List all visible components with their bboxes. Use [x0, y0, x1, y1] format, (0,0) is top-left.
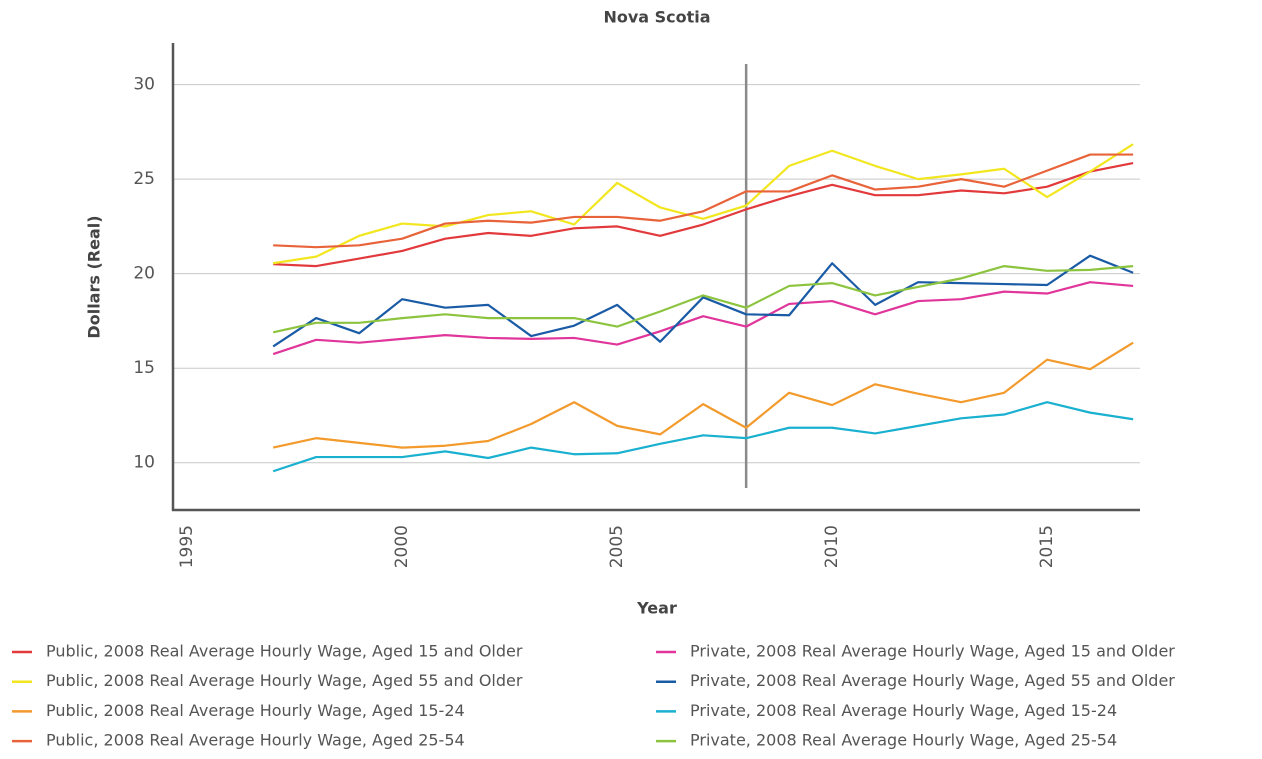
series-line [272, 401, 1134, 473]
y-tick-label: 25 [133, 169, 155, 189]
x-tick-label: 2015 [1037, 525, 1057, 568]
legend-label: Private, 2008 Real Average Hourly Wage, … [690, 731, 1117, 750]
series-line [273, 143, 1134, 265]
series-line [272, 341, 1134, 449]
x-axis-label: Year [636, 599, 677, 618]
chart-title: Nova Scotia [603, 8, 710, 27]
series-line [272, 254, 1134, 348]
y-axis-label: Dollars (Real) [85, 215, 104, 338]
y-tick-label: 30 [133, 75, 155, 95]
series-line [272, 281, 1134, 356]
x-tick-label: 2010 [822, 525, 842, 568]
series-line [273, 153, 1134, 249]
legend-label: Private, 2008 Real Average Hourly Wage, … [690, 642, 1175, 661]
x-tick-label: 2000 [392, 525, 412, 568]
series-line [273, 161, 1134, 268]
x-tick-label: 2005 [607, 525, 627, 568]
legend-label: Public, 2008 Real Average Hourly Wage, A… [46, 671, 523, 690]
legend-label: Public, 2008 Real Average Hourly Wage, A… [46, 642, 523, 661]
legend-label: Public, 2008 Real Average Hourly Wage, A… [46, 701, 465, 720]
y-tick-label: 10 [133, 453, 155, 473]
legend-label: Private, 2008 Real Average Hourly Wage, … [690, 701, 1117, 720]
legend-label: Public, 2008 Real Average Hourly Wage, A… [46, 731, 465, 750]
y-tick-label: 20 [133, 264, 155, 284]
series-line [272, 265, 1134, 334]
x-tick-label: 1995 [177, 525, 197, 568]
legend-label: Private, 2008 Real Average Hourly Wage, … [690, 671, 1175, 690]
y-tick-label: 15 [133, 358, 155, 378]
